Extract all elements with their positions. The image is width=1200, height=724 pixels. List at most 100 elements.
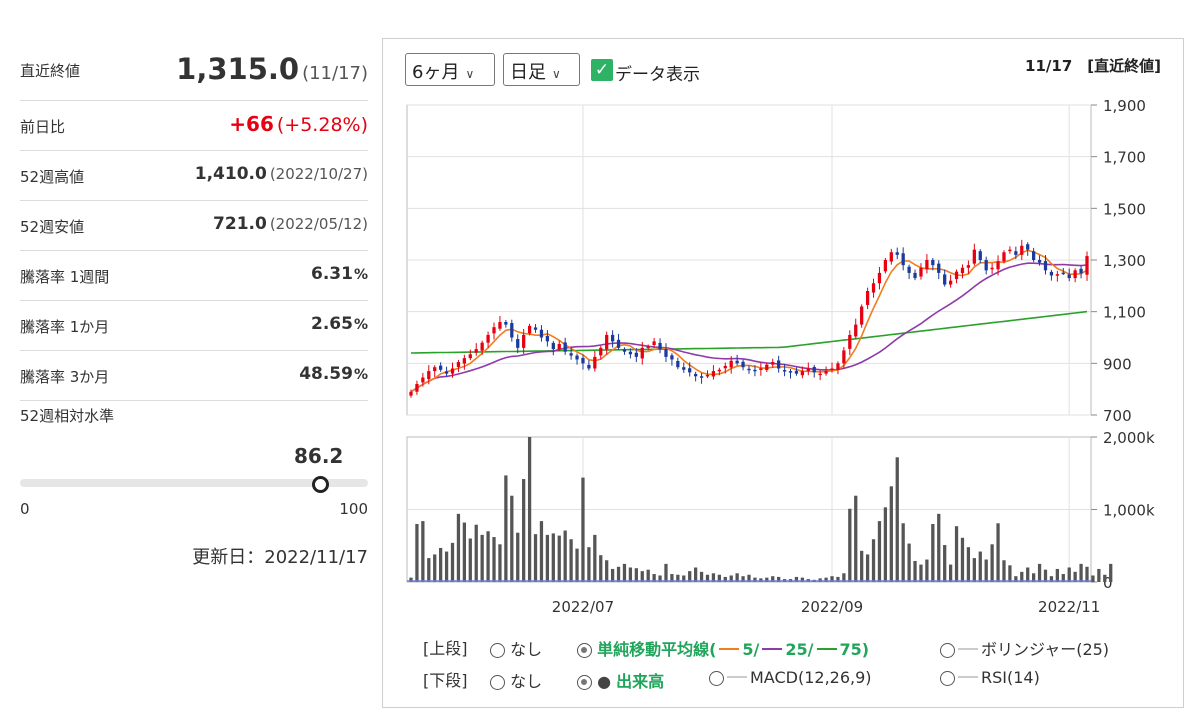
option-label: RSI(14) bbox=[981, 668, 1040, 687]
candle-body bbox=[824, 371, 828, 374]
volume-bar bbox=[1002, 560, 1006, 582]
updated-date: 更新日：2022/11/17 bbox=[192, 547, 368, 568]
price-tick-label: 700 bbox=[1103, 407, 1132, 425]
candle-body bbox=[539, 329, 544, 338]
interval-value: 日足 bbox=[510, 62, 546, 83]
candle-body bbox=[533, 327, 538, 330]
x-tick-label: 2022/09 bbox=[801, 598, 863, 616]
candle-body bbox=[522, 334, 526, 348]
stat-row-1week: 騰落率 1週間 6.31% bbox=[20, 251, 368, 301]
candle-body bbox=[516, 339, 520, 348]
volume-bar bbox=[1103, 574, 1107, 582]
volume-bar bbox=[889, 486, 893, 582]
volume-tick-label: 1,000k bbox=[1103, 502, 1155, 520]
candle-body bbox=[693, 373, 698, 377]
candle-body bbox=[450, 368, 455, 374]
volume-bar bbox=[978, 551, 982, 582]
relative-level-min: 0 bbox=[20, 500, 30, 518]
relative-level-max: 100 bbox=[339, 500, 368, 518]
volume-bar bbox=[1073, 571, 1077, 582]
volume-bar bbox=[1020, 571, 1024, 582]
volume-bar bbox=[1091, 575, 1095, 582]
candle-body bbox=[883, 260, 888, 272]
volume-bar bbox=[860, 550, 864, 582]
candle-body bbox=[1055, 274, 1059, 276]
candle-body bbox=[842, 350, 846, 364]
lower-option-volume[interactable]: ● 出来高 bbox=[577, 668, 664, 692]
candle-body bbox=[1026, 244, 1030, 250]
candle-body bbox=[646, 346, 650, 349]
volume-bar bbox=[664, 563, 668, 582]
candle-body bbox=[1067, 274, 1071, 279]
candle-body bbox=[800, 371, 805, 376]
volume-bar bbox=[1061, 574, 1065, 582]
candle-body bbox=[587, 364, 591, 369]
volume-bar bbox=[486, 531, 490, 582]
candle-body bbox=[616, 339, 621, 348]
candle-body bbox=[877, 272, 882, 284]
candle-body bbox=[960, 267, 965, 274]
volume-bar bbox=[599, 555, 603, 582]
lower-option-macd[interactable]: MACD(12,26,9) bbox=[709, 668, 872, 687]
high-date: (2022/10/27) bbox=[269, 165, 368, 183]
volume-bar bbox=[474, 524, 478, 582]
volume-tick-label: 0 bbox=[1103, 574, 1113, 592]
volume-bar bbox=[966, 547, 971, 582]
candle-body bbox=[569, 353, 573, 356]
radio-icon[interactable] bbox=[490, 675, 505, 690]
stat-row-1month: 騰落率 1か月 2.65% bbox=[20, 301, 368, 351]
option-label: 出来高 bbox=[616, 672, 665, 691]
candle-body bbox=[433, 367, 437, 372]
candle-body bbox=[765, 364, 769, 371]
volume-bar bbox=[871, 539, 876, 582]
candle-body bbox=[652, 341, 656, 345]
volume-bar bbox=[895, 457, 899, 582]
radio-selected-icon[interactable] bbox=[577, 675, 592, 690]
volume-bar bbox=[854, 495, 858, 582]
upper-option-none[interactable]: なし bbox=[490, 636, 542, 660]
stat-value: 721.0 (2022/05/12) bbox=[213, 214, 368, 234]
volume-bar bbox=[771, 576, 775, 582]
percent-unit: % bbox=[353, 267, 368, 283]
volume-bar bbox=[539, 521, 544, 582]
data-display-checkbox[interactable]: ✓ bbox=[591, 59, 613, 81]
ma25-swatch bbox=[762, 648, 783, 650]
radio-icon[interactable] bbox=[940, 643, 955, 658]
volume-bar bbox=[794, 576, 799, 582]
volume-bar bbox=[634, 568, 638, 582]
candle-body bbox=[480, 342, 484, 351]
volume-bar bbox=[1049, 576, 1054, 582]
chevron-down-icon: ∨ bbox=[465, 67, 475, 81]
candle-body bbox=[1061, 272, 1065, 275]
stat-label: 騰落率 1か月 bbox=[20, 318, 110, 336]
volume-bar bbox=[587, 547, 591, 582]
candle-body bbox=[717, 369, 721, 372]
option-label: なし bbox=[510, 640, 543, 659]
lower-option-none[interactable]: なし bbox=[490, 668, 542, 692]
radio-icon[interactable] bbox=[940, 671, 955, 686]
stat-label: 直近終値 bbox=[20, 62, 81, 80]
candle-body bbox=[723, 365, 727, 369]
candle-body bbox=[444, 371, 449, 374]
volume-bar bbox=[676, 574, 680, 582]
candle-body bbox=[688, 368, 692, 373]
interval-select[interactable]: 日足 ∨ bbox=[503, 53, 580, 86]
radio-icon[interactable] bbox=[709, 671, 724, 686]
volume-bar bbox=[427, 558, 431, 582]
radio-icon[interactable] bbox=[490, 643, 505, 658]
volume-bar bbox=[468, 538, 472, 582]
upper-option-sma[interactable]: 単純移動平均線(5/25/75) bbox=[577, 636, 869, 660]
candle-body bbox=[1014, 251, 1018, 255]
volume-bar bbox=[439, 547, 443, 582]
period-select[interactable]: 6ヶ月 ∨ bbox=[405, 53, 495, 86]
volume-bar bbox=[1037, 563, 1042, 582]
candle-body bbox=[913, 272, 917, 279]
upper-option-bollinger[interactable]: ボリンジャー(25) bbox=[940, 636, 1109, 660]
stat-value: 2.65% bbox=[311, 314, 368, 334]
chevron-down-icon: ∨ bbox=[552, 67, 561, 81]
radio-selected-icon[interactable] bbox=[577, 643, 592, 658]
stat-label: 52週高値 bbox=[20, 168, 85, 186]
candle-body bbox=[777, 360, 781, 369]
data-display-label[interactable]: データ表示 bbox=[615, 65, 700, 85]
lower-option-rsi[interactable]: RSI(14) bbox=[940, 668, 1040, 687]
